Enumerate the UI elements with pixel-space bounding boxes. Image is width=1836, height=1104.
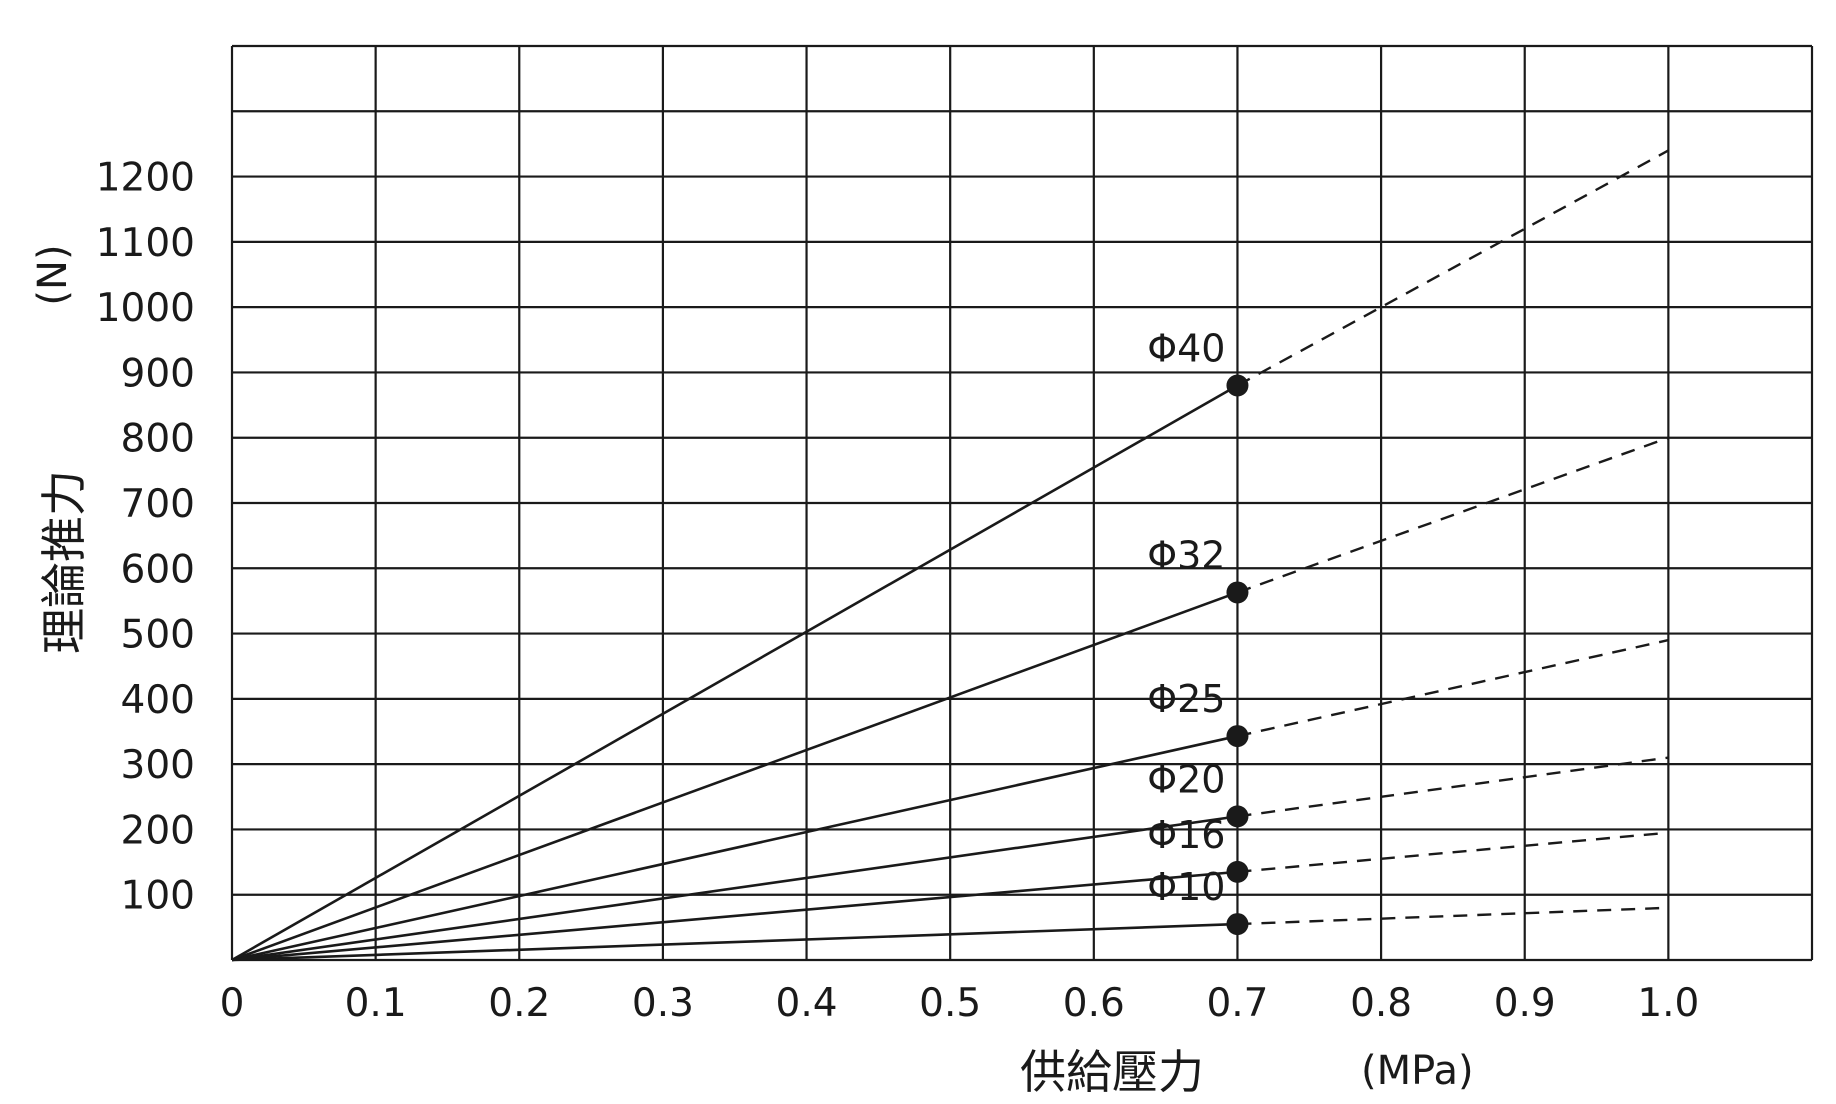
x-tick-label: 0	[220, 981, 245, 1026]
x-tick-label: 0.5	[919, 981, 981, 1026]
series-marker	[1226, 725, 1249, 748]
series-Φ32: Φ32	[231, 436, 1669, 962]
series-solid-line	[231, 870, 1238, 962]
x-tick-label: 0.6	[1063, 981, 1125, 1026]
x-tick-label: 1.0	[1637, 981, 1699, 1026]
series-dashed-line	[1236, 149, 1669, 387]
y-tick-label: 700	[121, 482, 195, 527]
series-group: Φ40 Φ32 Φ25 Φ20 Φ16 Φ10	[231, 149, 1669, 962]
series-marker	[1226, 860, 1249, 883]
y-tick-labels: 100 200 300 400 500 600 700 800 900 1000 1100 1200	[96, 156, 195, 919]
x-tick-label: 0.1	[345, 981, 407, 1026]
series-label: Φ40	[1147, 326, 1225, 370]
series-Φ25: Φ25	[231, 638, 1669, 962]
series-Φ16: Φ16	[231, 813, 1669, 962]
series-Φ40: Φ40	[231, 149, 1669, 962]
y-tick-label: 400	[121, 678, 195, 723]
series-solid-line	[231, 815, 1238, 962]
series-solid-line	[231, 734, 1238, 962]
series-solid-line	[231, 591, 1238, 962]
y-tick-label: 300	[121, 743, 195, 788]
series-marker	[1226, 374, 1249, 397]
y-tick-label: 1000	[96, 286, 195, 331]
y-tick-label: 1100	[96, 221, 195, 266]
series-Φ10: Φ10	[231, 865, 1669, 962]
series-dashed-line	[1237, 906, 1669, 926]
x-tick-label: 0.2	[488, 981, 550, 1026]
series-label: Φ25	[1147, 677, 1225, 721]
series-label: Φ10	[1147, 865, 1225, 909]
series-label: Φ32	[1147, 533, 1225, 577]
x-tick-label: 0.4	[776, 981, 838, 1026]
y-tick-label: 800	[121, 417, 195, 462]
series-marker	[1226, 805, 1249, 828]
y-tick-label: 100	[121, 874, 195, 919]
x-tick-label: 0.7	[1206, 981, 1268, 1026]
x-tick-labels: 0 0.1 0.2 0.3 0.4 0.5 0.6 0.7 0.8 0.9 1.0	[220, 981, 1700, 1026]
y-axis-title: 理論推力	[37, 470, 91, 654]
x-tick-label: 0.9	[1494, 981, 1556, 1026]
series-marker	[1226, 913, 1249, 936]
y-tick-label: 500	[121, 613, 195, 658]
x-axis-title: 供給壓力	[1020, 1045, 1204, 1099]
y-tick-label: 200	[121, 808, 195, 853]
y-tick-label: 900	[121, 351, 195, 396]
series-dashed-line	[1237, 638, 1669, 738]
series-label: Φ16	[1147, 813, 1225, 857]
series-label: Φ20	[1147, 757, 1225, 801]
y-tick-label: 600	[121, 547, 195, 592]
x-tick-label: 0.8	[1350, 981, 1412, 1026]
series-Φ20: Φ20	[231, 756, 1669, 962]
series-solid-line	[231, 384, 1239, 962]
x-axis-unit: (MPa)	[1361, 1048, 1474, 1094]
series-dashed-line	[1237, 756, 1669, 818]
grid	[230, 44, 1814, 962]
series-dashed-line	[1237, 436, 1669, 594]
series-solid-line	[231, 922, 1238, 962]
series-marker	[1226, 581, 1249, 604]
y-axis-unit: (N)	[30, 244, 76, 305]
x-tick-label: 0.3	[632, 981, 694, 1026]
series-dashed-line	[1237, 831, 1669, 874]
y-tick-label: 1200	[96, 156, 195, 201]
